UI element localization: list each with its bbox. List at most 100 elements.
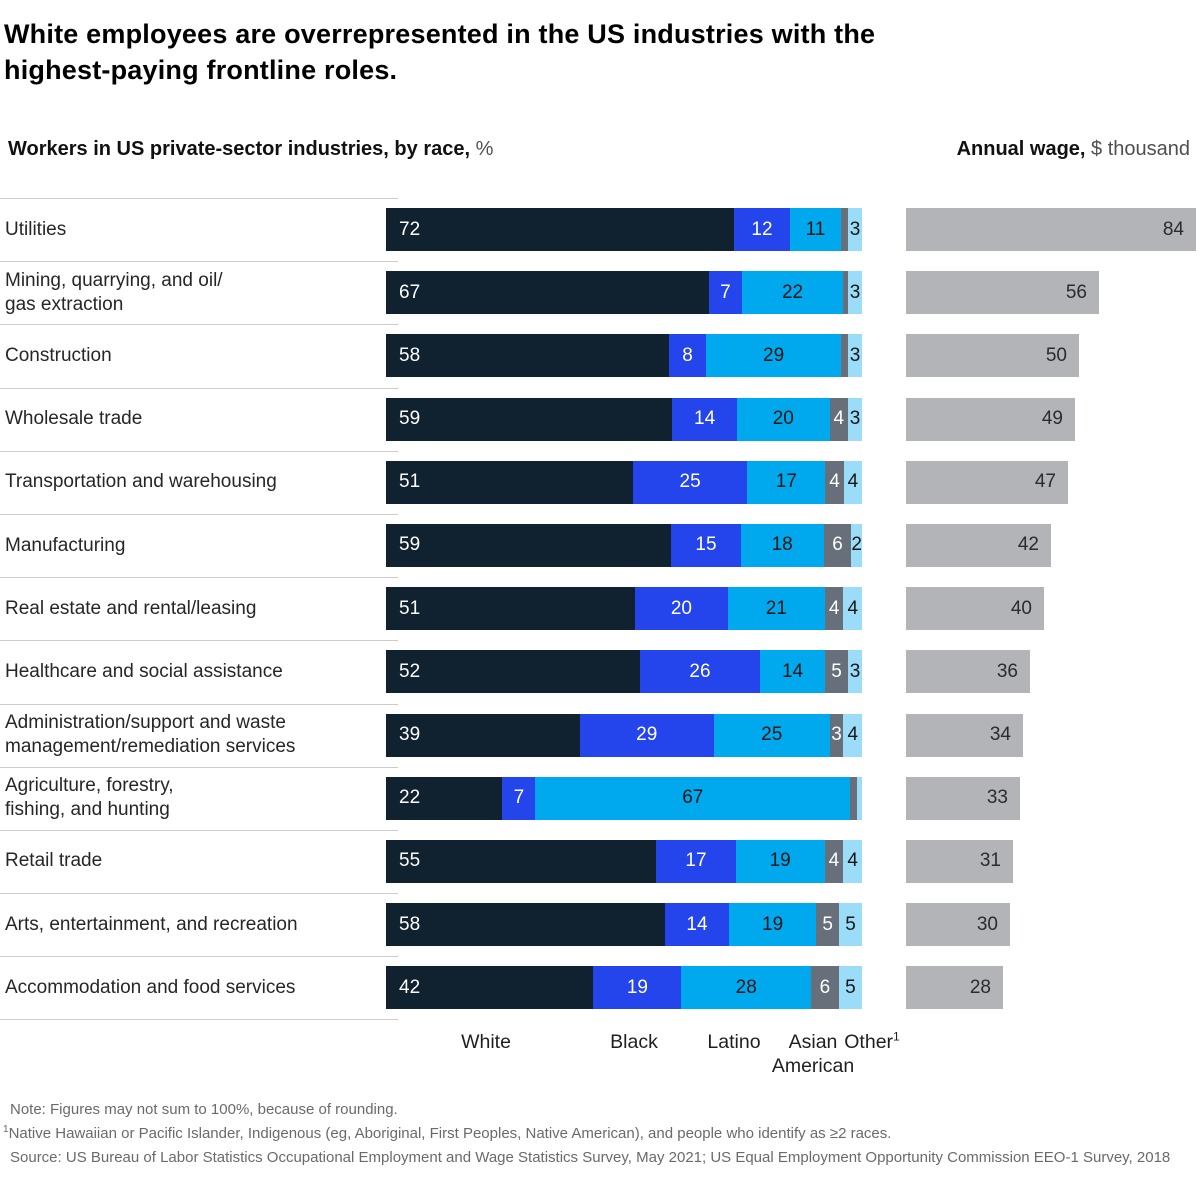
- wage-bar-cell: 50: [906, 324, 1079, 387]
- wage-bar-cell: 34: [906, 704, 1023, 767]
- industry-row: Mining, quarrying, and oil/gas extractio…: [0, 261, 1200, 324]
- race-bar-cell: 22 7 67: [386, 767, 862, 830]
- legend-label-line: Asian: [788, 1031, 838, 1054]
- segment-other: [857, 776, 862, 820]
- industry-label-line: Transportation and warehousing: [5, 471, 277, 493]
- wage-bar: 30: [906, 903, 1010, 947]
- segment-white: 58: [386, 334, 669, 378]
- industry-row: Wholesale trade 59 14 20 4 3 49: [0, 387, 1200, 451]
- segment-white: 67: [386, 271, 710, 315]
- race-bar-cell: 67 7 22 3: [386, 261, 862, 324]
- industry-label-line: Utilities: [5, 218, 67, 240]
- segment-black: 8: [668, 334, 707, 378]
- wage-bar-cell: 56: [906, 261, 1099, 324]
- wage-chart-subtitle: Annual wage, $ thousand: [957, 138, 1190, 161]
- segment-other: 3: [848, 650, 862, 694]
- race-bar-cell: 42 19 28 6 5: [386, 956, 862, 1019]
- industry-row: Healthcare and social assistance 52 26 14 5 3…: [0, 640, 1200, 703]
- segment-asian-american: 4: [824, 587, 844, 631]
- wage-bar: 50: [906, 334, 1079, 378]
- wage-bar: 56: [906, 271, 1099, 315]
- subtitle-row: Workers in US private-sector industries,…: [8, 135, 1190, 161]
- industry-label-line: Construction: [5, 344, 112, 366]
- wage-bar: 28: [906, 966, 1003, 1010]
- segment-white: 52: [386, 650, 640, 694]
- segment-asian-american: 4: [825, 460, 844, 504]
- race-stacked-bar: 72 12 11 3: [386, 208, 862, 251]
- race-bar-cell: 58 8 29 3: [386, 324, 862, 387]
- left-subtitle-unit: %: [470, 138, 494, 160]
- legend-latino: Latino: [707, 1030, 760, 1054]
- industry-row: Accommodation and food services 42 19 28 6 5 2…: [0, 956, 1200, 1019]
- source-line: Source: US Bureau of Labor Statistics Oc…: [10, 1149, 1171, 1167]
- footnote-other-definition: 1Native Hawaiian or Pacific Islander, In…: [3, 1122, 1190, 1146]
- segment-other: 3: [848, 208, 862, 251]
- industry-row: Manufacturing 59 15 18 6 2 42: [0, 513, 1200, 577]
- race-stacked-bar: 51 20 21 4 4: [386, 587, 862, 631]
- segment-white: 55: [386, 839, 657, 883]
- segment-black: 25: [632, 460, 748, 504]
- industry-row: Real estate and rental/leasing 51 20 21 4 4 40: [0, 577, 1200, 640]
- industry-label-line: Agriculture, forestry,: [5, 775, 174, 797]
- segment-white: 58: [386, 903, 665, 947]
- segment-white: 59: [386, 397, 673, 441]
- segment-other: 3: [848, 397, 862, 441]
- industry-row: Retail trade 55 17 19 4 4 31: [0, 829, 1200, 893]
- legend-label-line: Black: [610, 1031, 658, 1054]
- segment-latino: 14: [760, 650, 825, 694]
- segment-latino: 20: [736, 397, 830, 441]
- industry-row: Agriculture, forestry, fishing, and hunti…: [0, 766, 1200, 830]
- industry-label: Agriculture, forestry, fishing, and hunti…: [0, 767, 386, 830]
- segment-white: 51: [386, 460, 633, 504]
- race-stacked-bar: 51 25 17 4 4: [386, 460, 863, 504]
- industry-label-line: Retail trade: [5, 850, 103, 872]
- industry-label: Transportation and warehousing: [0, 451, 386, 514]
- segment-asian-american: [850, 776, 858, 820]
- race-stacked-bar: 22 7 67: [386, 776, 862, 820]
- industry-row: Utilities 72 12 11 3 84: [0, 198, 1200, 261]
- race-legend: White Black Latino Asian American Other1: [386, 1030, 946, 1084]
- segment-other: 5: [838, 966, 862, 1010]
- segment-other: 5: [839, 903, 862, 947]
- race-bar-cell: 52 26 14 5 3: [386, 640, 862, 703]
- wage-bar: 42: [906, 523, 1051, 567]
- chart-title: White employees are overrepresented in t…: [4, 16, 1200, 88]
- segment-other: 3: [848, 334, 862, 378]
- segment-black: 7: [709, 271, 742, 315]
- wage-bar-cell: 42: [906, 514, 1051, 577]
- race-stacked-bar: 58 14 19 5 5: [386, 903, 862, 947]
- industry-label-line: Administration/support and waste: [5, 712, 286, 734]
- race-bar-cell: 58 14 19 5 5: [386, 893, 862, 956]
- race-stacked-bar: 67 7 22 3: [386, 271, 862, 315]
- segment-latino: 29: [706, 334, 842, 378]
- segment-other: 3: [848, 271, 862, 315]
- race-bar-cell: 51 25 17 4 4: [386, 451, 863, 514]
- wage-bar-cell: 36: [906, 640, 1030, 703]
- segment-asian-american: 5: [824, 650, 849, 694]
- segment-asian-american: [841, 208, 849, 251]
- left-chart-subtitle: Workers in US private-sector industries,…: [8, 138, 493, 161]
- segment-asian-american: [843, 271, 849, 315]
- segment-white: 59: [386, 523, 672, 567]
- wage-bar-cell: 49: [906, 388, 1075, 451]
- segment-black: 29: [579, 713, 714, 757]
- segment-latino: 22: [741, 271, 844, 315]
- industry-label: Mining, quarrying, and oil/gas extractio…: [0, 261, 386, 324]
- chart-title-line-1: White employees are overrepresented in t…: [4, 19, 876, 49]
- industry-label-line: Real estate and rental/leasing: [5, 597, 257, 619]
- industry-label-line: Healthcare and social assistance: [5, 660, 283, 682]
- industry-row: Administration/support and waste manageme…: [0, 703, 1200, 767]
- segment-other: 2: [851, 523, 862, 567]
- wage-bar: 84: [906, 208, 1196, 251]
- segment-black: 26: [639, 650, 761, 694]
- segment-asian-american: 6: [823, 523, 852, 567]
- wage-bar-cell: 30: [906, 893, 1010, 956]
- industry-row: Transportation and warehousing 51 25 17 4 4 47: [0, 450, 1200, 514]
- chart-rows: Utilities 72 12 11 3 84 Mining, quarrying, and…: [0, 198, 1200, 1020]
- race-stacked-bar: 42 19 28 6 5: [386, 966, 862, 1010]
- segment-other: 4: [843, 587, 862, 631]
- industry-label: Real estate and rental/leasing: [0, 577, 386, 640]
- wage-bar-cell: 47: [906, 451, 1068, 514]
- wage-bar-cell: 40: [906, 577, 1044, 640]
- left-subtitle-bold: Workers in US private-sector industries,…: [8, 138, 471, 160]
